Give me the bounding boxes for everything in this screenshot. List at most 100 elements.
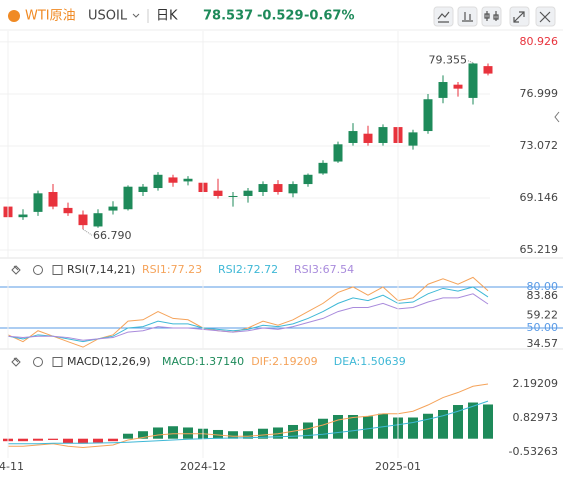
histogram-bar	[213, 429, 223, 439]
candle-body	[213, 190, 223, 196]
candle-body	[33, 193, 43, 212]
histogram-bar	[243, 431, 253, 439]
candle-body	[168, 177, 178, 183]
legend-entry: MACD:1.37140	[162, 355, 244, 368]
candle-body	[258, 184, 268, 193]
histogram-bar	[438, 410, 448, 439]
candle-body	[408, 132, 418, 146]
candle-body	[48, 192, 58, 207]
histogram-bar	[348, 414, 358, 439]
histogram-bar	[48, 438, 58, 440]
candle-body	[183, 178, 193, 182]
dropdown-arrow[interactable]	[132, 13, 140, 18]
x-tick-label: 24-11	[0, 460, 24, 473]
price: 78.537	[203, 9, 253, 24]
high-label: 79.355	[429, 54, 468, 67]
series-line	[7, 293, 489, 341]
indicator-title: MACD(12,26,9)	[67, 355, 151, 368]
histogram-bar	[273, 427, 283, 439]
histogram-bar	[93, 438, 103, 443]
tool-icons	[437, 11, 551, 23]
candle-body	[123, 186, 133, 210]
low-pointer	[82, 228, 93, 236]
change-pct: -0.67%	[304, 9, 355, 24]
candle-body	[93, 213, 103, 227]
candle-body	[483, 66, 493, 74]
select-icon[interactable]	[52, 357, 63, 367]
candle-body	[303, 174, 313, 185]
histogram-bar	[483, 404, 493, 439]
candle-body	[468, 63, 478, 98]
candle-body	[318, 162, 328, 174]
x-tick-label: 2024-12	[180, 460, 226, 473]
histogram-bar	[78, 438, 88, 444]
legend-entry: RSI3:67.54	[294, 263, 354, 276]
y-tick-label: 76.999	[520, 87, 559, 100]
indicator-title: RSI(7,14,21)	[67, 263, 135, 276]
histogram-bar	[453, 405, 463, 439]
tool-button[interactable]	[433, 6, 454, 27]
high-pointer	[467, 60, 474, 64]
y-tick-label: -0.53263	[509, 445, 558, 458]
candle-body	[348, 131, 358, 143]
candle-body	[138, 186, 148, 193]
histogram-bar	[288, 424, 298, 439]
candle-body	[423, 99, 433, 132]
series-line	[7, 286, 489, 343]
y-tick-label: 2.19209	[513, 377, 559, 390]
hide-icon[interactable]	[11, 357, 21, 367]
candle-body	[228, 195, 238, 197]
histogram-bar	[108, 438, 118, 442]
histogram-bar	[228, 431, 238, 439]
histogram-bar	[153, 427, 163, 439]
y-tick-label: 0.82973	[513, 411, 559, 424]
candle-body	[18, 214, 28, 218]
legend-entry: DEA:1.50639	[334, 355, 406, 368]
tool-button[interactable]	[457, 6, 478, 27]
histogram-bar	[123, 433, 133, 439]
y-tick-label: 69.146	[520, 191, 559, 204]
settings-icon[interactable]	[33, 357, 43, 367]
histogram-bar	[18, 438, 28, 442]
select-icon[interactable]	[52, 265, 63, 275]
histogram-bar	[468, 402, 478, 439]
period[interactable]: 日K	[156, 9, 178, 24]
histogram-bar	[138, 431, 148, 439]
candle-body	[378, 127, 388, 143]
candle-body	[453, 84, 463, 89]
histogram-bar	[168, 426, 178, 439]
histogram-bar	[423, 413, 433, 439]
series-line	[7, 276, 489, 348]
y-tick-label: 73.072	[520, 139, 559, 152]
y-tick-label: 65.219	[520, 243, 559, 256]
y-tick-label: 80.00	[527, 280, 559, 293]
candle-body	[78, 214, 88, 226]
histogram-bar	[333, 414, 343, 439]
legend-entry: DIF:2.19209	[251, 355, 317, 368]
candle-body	[363, 133, 373, 143]
histogram-bar	[183, 427, 193, 439]
histogram-bar	[408, 417, 418, 439]
symbol-name[interactable]: WTI原油	[25, 9, 76, 24]
settings-icon[interactable]	[33, 265, 43, 275]
x-tick-label: 2025-01	[375, 460, 421, 473]
low-label: 66.790	[93, 229, 132, 242]
symbol-icon	[8, 10, 20, 22]
y-tick-label: 34.57	[527, 337, 559, 350]
hide-icon[interactable]	[11, 265, 21, 275]
change: -0.529	[257, 9, 304, 24]
candle-body	[273, 184, 283, 193]
collapse-arrow[interactable]	[554, 111, 560, 123]
candle-body	[153, 174, 163, 189]
candle-body	[333, 144, 343, 162]
candle-body	[63, 207, 73, 214]
candle-body	[438, 82, 448, 98]
legend-entry: RSI2:72.72	[218, 263, 278, 276]
histogram-bar	[33, 438, 43, 441]
series-line	[8, 383, 489, 448]
histogram-bar	[303, 422, 313, 439]
candle-body	[243, 190, 253, 196]
histogram-bar	[363, 416, 373, 439]
y-tick-label: 50.00	[527, 321, 559, 334]
